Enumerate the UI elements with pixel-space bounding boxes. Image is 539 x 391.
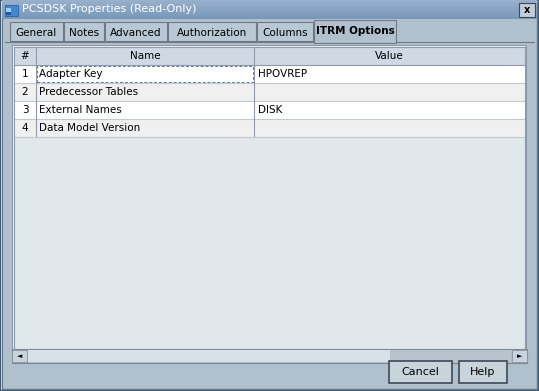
Text: 1: 1 bbox=[22, 69, 29, 79]
Bar bbox=[2, 8, 537, 9]
Bar bbox=[64, 22, 104, 41]
Text: Notes: Notes bbox=[69, 27, 99, 38]
Bar bbox=[12, 350, 27, 362]
Bar bbox=[12, 349, 527, 363]
Bar bbox=[2, 1, 537, 2]
Bar bbox=[2, 17, 537, 18]
Text: ITRM Options: ITRM Options bbox=[316, 26, 395, 36]
Text: Adapter Key: Adapter Key bbox=[39, 69, 102, 79]
Bar bbox=[2, 12, 537, 13]
Bar bbox=[2, 3, 537, 4]
Bar bbox=[37, 66, 253, 82]
Bar bbox=[105, 22, 167, 41]
Bar bbox=[2, 0, 537, 1]
Bar bbox=[2, 11, 537, 12]
Bar bbox=[512, 350, 527, 362]
Bar bbox=[2, 9, 537, 10]
Bar bbox=[519, 3, 535, 17]
Bar bbox=[12, 45, 527, 351]
Text: Predecessor Tables: Predecessor Tables bbox=[39, 87, 138, 97]
Bar bbox=[314, 20, 396, 43]
Bar bbox=[14, 101, 525, 119]
Bar bbox=[2, 4, 537, 5]
Text: ►: ► bbox=[517, 353, 522, 359]
Bar bbox=[2, 6, 537, 7]
Bar bbox=[2, 5, 537, 6]
Text: General: General bbox=[16, 27, 57, 38]
Bar bbox=[390, 350, 511, 362]
Bar bbox=[14, 65, 525, 83]
Bar bbox=[2, 2, 537, 3]
Text: Name: Name bbox=[130, 51, 160, 61]
Bar bbox=[14, 47, 525, 349]
Bar bbox=[389, 361, 452, 383]
Bar bbox=[2, 14, 537, 15]
Text: PCSDSK Properties (Read-Only): PCSDSK Properties (Read-Only) bbox=[22, 5, 197, 14]
Bar bbox=[14, 83, 525, 101]
Text: Value: Value bbox=[375, 51, 404, 61]
Bar bbox=[2, 13, 537, 14]
Bar bbox=[2, 10, 537, 11]
Bar bbox=[6, 12, 11, 15]
Text: 4: 4 bbox=[22, 123, 29, 133]
Text: x: x bbox=[524, 5, 530, 15]
Bar bbox=[2, 7, 537, 8]
Text: Help: Help bbox=[471, 367, 496, 377]
Text: 2: 2 bbox=[22, 87, 29, 97]
Text: Cancel: Cancel bbox=[402, 367, 439, 377]
Text: Authorization: Authorization bbox=[177, 27, 247, 38]
Text: #: # bbox=[20, 51, 29, 61]
Bar bbox=[2, 18, 537, 19]
Bar bbox=[5, 5, 18, 16]
Text: HPOVREP: HPOVREP bbox=[258, 69, 307, 79]
Text: 3: 3 bbox=[22, 105, 29, 115]
Bar bbox=[14, 119, 525, 137]
Text: DISK: DISK bbox=[258, 105, 282, 115]
Bar bbox=[14, 47, 525, 65]
Text: Advanced: Advanced bbox=[110, 27, 162, 38]
Bar bbox=[168, 22, 256, 41]
Bar bbox=[13, 46, 526, 350]
Bar bbox=[28, 350, 390, 362]
Text: External Names: External Names bbox=[39, 105, 122, 115]
Text: Data Model Version: Data Model Version bbox=[39, 123, 140, 133]
Bar bbox=[10, 22, 63, 41]
Bar bbox=[257, 22, 313, 41]
Bar bbox=[2, 15, 537, 16]
Text: ◄: ◄ bbox=[17, 353, 22, 359]
Bar bbox=[6, 8, 11, 12]
Bar bbox=[459, 361, 507, 383]
Bar bbox=[2, 16, 537, 17]
Text: Columns: Columns bbox=[262, 27, 308, 38]
